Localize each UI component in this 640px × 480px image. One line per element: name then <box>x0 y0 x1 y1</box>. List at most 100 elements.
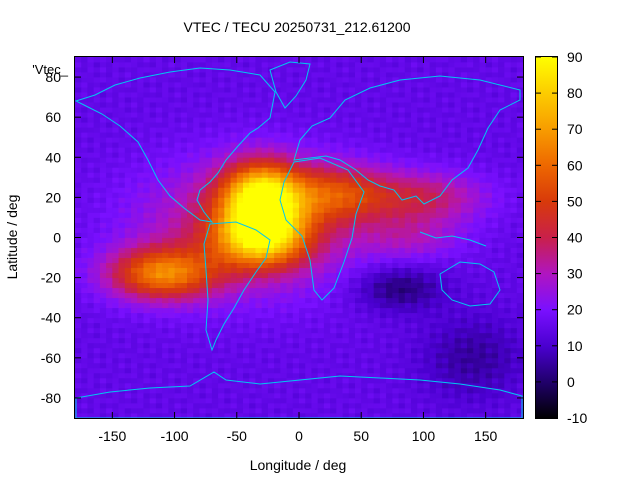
heatmap-cell <box>342 142 350 148</box>
heatmap-cell <box>442 367 449 374</box>
heatmap-cell <box>392 322 399 329</box>
heatmap-cell <box>205 382 213 389</box>
heatmap-cell <box>423 277 431 284</box>
heatmap-cell <box>267 187 275 193</box>
heatmap-cell <box>498 157 505 163</box>
heatmap-cell <box>491 112 499 118</box>
heatmap-cell <box>348 277 356 284</box>
heatmap-cell <box>87 262 95 268</box>
heatmap-cell <box>255 307 263 314</box>
heatmap-cell <box>491 182 499 188</box>
heatmap-cell <box>392 152 399 158</box>
heatmap-cell <box>93 182 101 188</box>
heatmap-cell <box>491 372 499 379</box>
heatmap-cell <box>274 227 281 233</box>
heatmap-cell <box>187 362 194 369</box>
heatmap-cell <box>199 197 207 203</box>
heatmap-cell <box>81 402 88 409</box>
heatmap-cell <box>404 332 412 339</box>
heatmap-cell <box>491 127 499 133</box>
heatmap-cell <box>124 292 132 299</box>
heatmap-cell <box>398 192 406 198</box>
heatmap-cell <box>205 272 213 279</box>
heatmap-cell <box>236 132 244 138</box>
heatmap-cell <box>112 242 119 248</box>
heatmap-cell <box>143 172 151 178</box>
heatmap-cell <box>218 152 225 158</box>
heatmap-cell <box>411 237 418 243</box>
heatmap-cell <box>106 182 113 188</box>
heatmap-cell <box>435 182 443 188</box>
heatmap-cell <box>236 152 244 158</box>
heatmap-cell <box>423 137 431 143</box>
heatmap-cell <box>187 407 194 414</box>
heatmap-cell <box>386 177 393 183</box>
heatmap-cell <box>467 157 474 163</box>
heatmap-cell <box>112 272 119 279</box>
heatmap-cell <box>423 122 431 128</box>
heatmap-cell <box>224 252 231 258</box>
heatmap-cell <box>93 132 101 138</box>
heatmap-cell <box>143 287 151 294</box>
heatmap-cell <box>417 167 424 173</box>
heatmap-cell <box>361 87 368 93</box>
heatmap-cell <box>516 372 524 379</box>
heatmap-cell <box>373 102 381 108</box>
heatmap-cell <box>330 237 337 243</box>
heatmap-cell <box>361 372 368 379</box>
heatmap-cell <box>261 242 269 248</box>
heatmap-cell <box>99 297 107 304</box>
heatmap-cell <box>323 237 331 243</box>
heatmap-cell <box>112 227 119 233</box>
heatmap-cell <box>386 167 393 173</box>
heatmap-cell <box>299 357 306 364</box>
heatmap-cell <box>218 282 225 289</box>
heatmap-cell <box>516 402 524 409</box>
heatmap-cell <box>448 202 455 208</box>
heatmap-cell <box>429 167 437 173</box>
heatmap-cell <box>367 317 375 324</box>
heatmap-cell <box>205 332 213 339</box>
heatmap-cell <box>305 272 312 279</box>
heatmap-cell <box>75 177 82 183</box>
heatmap-cell <box>106 87 113 93</box>
heatmap-cell <box>442 147 449 153</box>
heatmap-cell <box>180 102 188 108</box>
heatmap-cell <box>516 342 524 349</box>
heatmap-cell <box>367 332 375 339</box>
heatmap-cell <box>404 292 412 299</box>
heatmap-cell <box>311 87 319 93</box>
heatmap-cell <box>317 157 325 163</box>
heatmap-cell <box>243 322 250 329</box>
heatmap-cell <box>255 177 263 183</box>
heatmap-cell <box>118 167 126 173</box>
heatmap-cell <box>211 407 219 414</box>
heatmap-cell <box>299 237 306 243</box>
heatmap-cell <box>479 317 487 324</box>
heatmap-cell <box>143 307 151 314</box>
heatmap-cell <box>516 247 524 253</box>
heatmap-cell <box>417 77 424 83</box>
heatmap-cell <box>168 277 175 284</box>
heatmap-cell <box>454 242 462 248</box>
heatmap-cell <box>224 272 231 279</box>
heatmap-cell <box>342 87 350 93</box>
heatmap-cell <box>311 92 319 98</box>
heatmap-cell <box>454 347 462 354</box>
heatmap-cell <box>224 277 231 284</box>
heatmap-cell <box>435 207 443 213</box>
heatmap-cell <box>236 172 244 178</box>
heatmap-cell <box>199 297 207 304</box>
heatmap-cell <box>261 327 269 334</box>
heatmap-cell <box>187 197 194 203</box>
heatmap-cell <box>131 262 138 268</box>
heatmap-cell <box>317 327 325 334</box>
heatmap-cell <box>510 72 518 78</box>
heatmap-cell <box>261 112 269 118</box>
heatmap-cell <box>361 227 368 233</box>
heatmap-cell <box>230 297 238 304</box>
heatmap-cell <box>305 407 312 414</box>
heatmap-cell <box>336 267 343 273</box>
heatmap-cell <box>174 142 182 148</box>
heatmap-cell <box>93 127 101 133</box>
